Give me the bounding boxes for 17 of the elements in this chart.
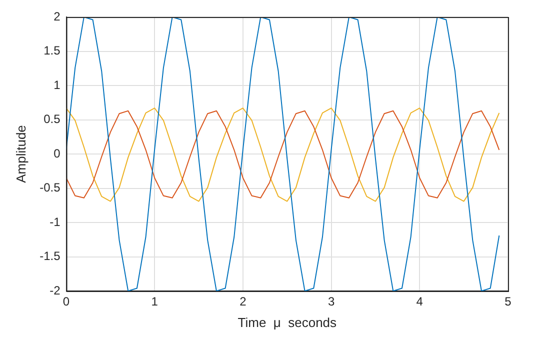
- y-tick-label: -1: [50, 214, 61, 229]
- y-tick-label: -0.5: [40, 180, 61, 195]
- x-tick-label: 0: [62, 294, 70, 309]
- y-tick-label: -1.5: [40, 249, 61, 264]
- y-tick-label: 0: [54, 146, 61, 160]
- y-tick-label: 2: [54, 9, 61, 24]
- x-tick-label: 4: [416, 294, 424, 309]
- x-tick-label: 3: [328, 294, 335, 309]
- y-axis-title: Amplitude: [13, 125, 28, 183]
- y-tick-label: 1.5: [44, 44, 61, 58]
- y-tick-label: 0.5: [44, 112, 61, 126]
- x-axis-title: Time μ seconds: [238, 314, 338, 330]
- x-tick-label: 5: [504, 294, 512, 309]
- y-tick-label: -2: [50, 283, 61, 298]
- x-tick-label: 2: [240, 294, 247, 309]
- x-tick-label: 1: [151, 294, 158, 309]
- y-tick-label: 1: [54, 78, 61, 92]
